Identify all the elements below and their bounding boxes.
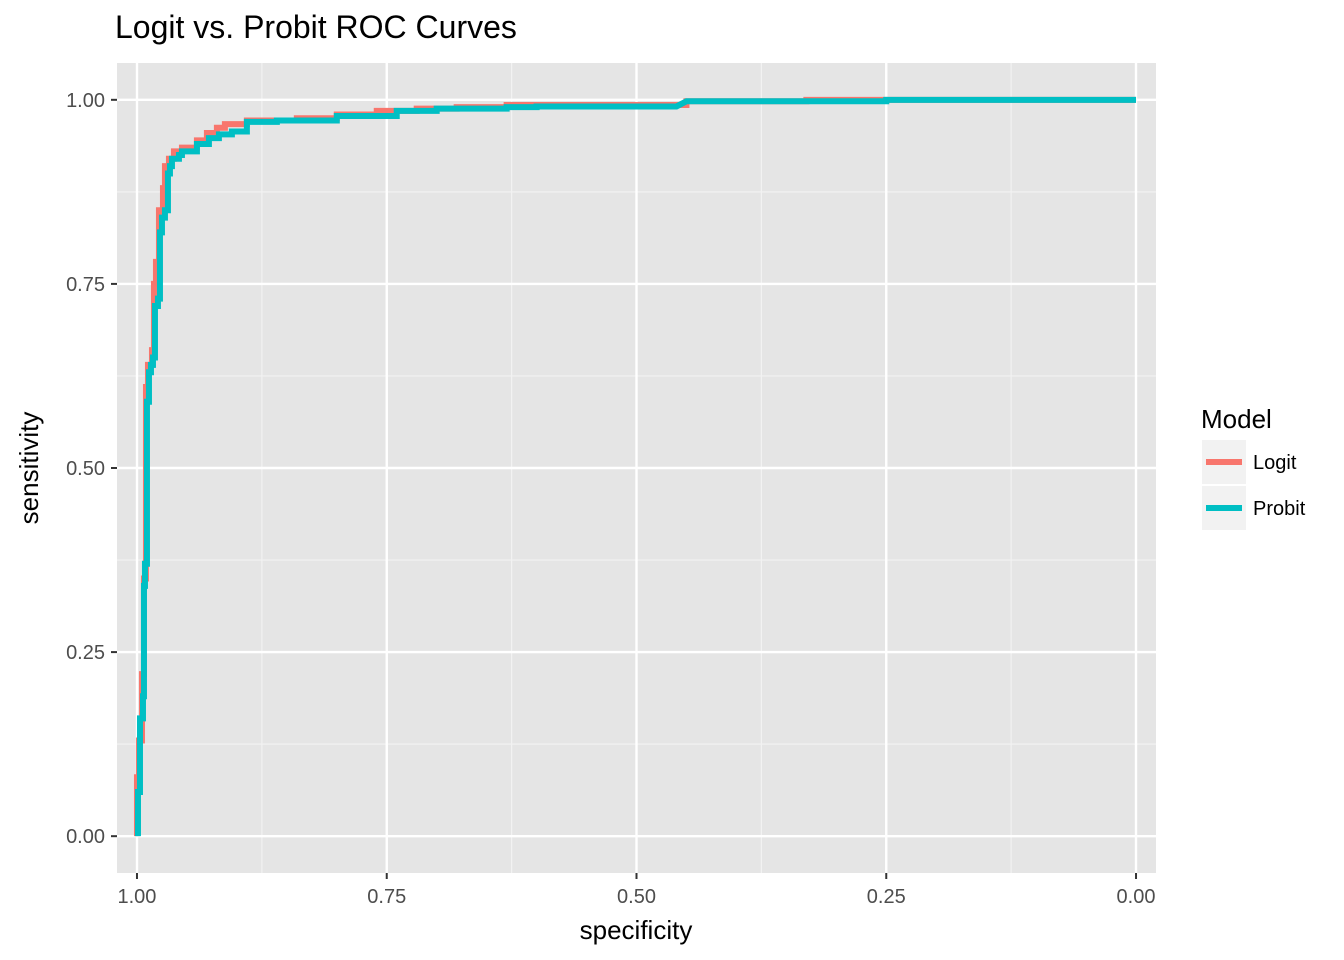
x-tick-label: 0.25 <box>867 886 906 908</box>
y-axis: 0.00 0.25 0.50 0.75 1.00 <box>66 90 117 848</box>
legend-label-probit: Probit <box>1253 498 1306 520</box>
chart-title: Logit vs. Probit ROC Curves <box>115 9 517 45</box>
y-tick-label: 0.25 <box>66 642 105 664</box>
x-axis: 1.00 0.75 0.50 0.25 0.00 <box>118 873 1156 908</box>
series-line-probit <box>134 96 1137 837</box>
legend-title: Model <box>1201 404 1272 434</box>
x-axis-title: specificity <box>580 915 693 945</box>
y-tick-label: 0.75 <box>66 274 105 296</box>
y-axis-title: sensitivity <box>14 412 44 525</box>
series-layer <box>133 96 1137 837</box>
legend-item-logit: Logit <box>1202 440 1297 484</box>
y-tick-label: 0.00 <box>66 826 105 848</box>
x-tick-label: 0.50 <box>617 886 656 908</box>
x-tick-label: 0.75 <box>367 886 406 908</box>
y-tick-label: 0.50 <box>66 458 105 480</box>
x-tick-label: 0.00 <box>1117 886 1156 908</box>
legend-label-logit: Logit <box>1253 452 1297 474</box>
x-tick-label: 1.00 <box>118 886 157 908</box>
legend-item-probit: Probit <box>1202 486 1306 530</box>
legend: Model Logit Probit <box>1201 404 1306 530</box>
y-tick-label: 1.00 <box>66 90 105 112</box>
